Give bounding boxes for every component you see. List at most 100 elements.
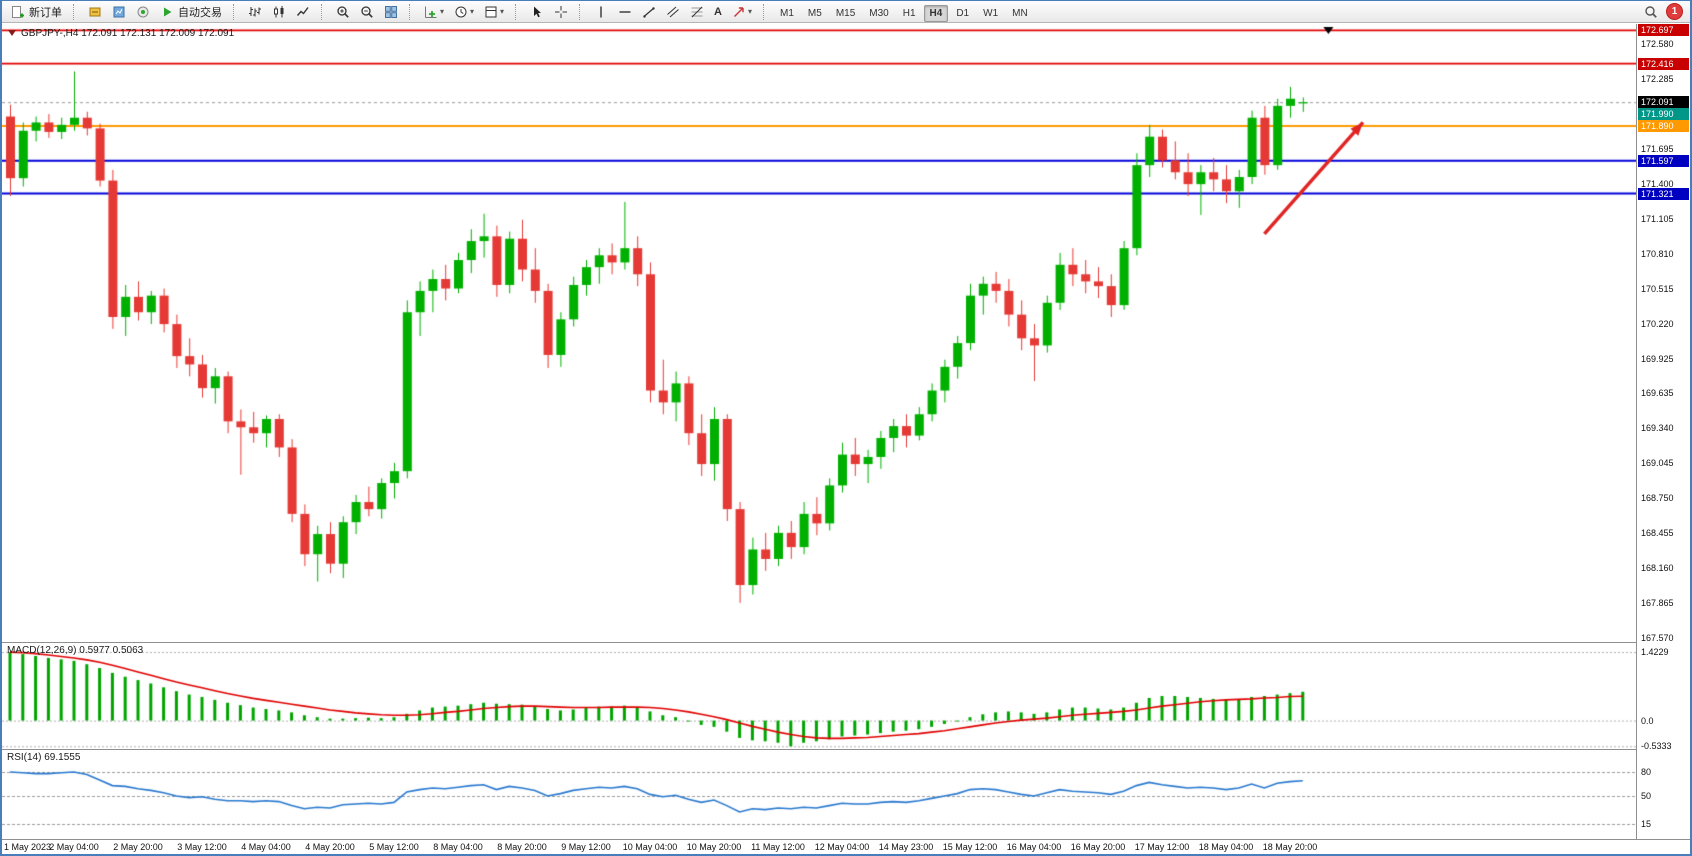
price-tick: 168.455 <box>1641 528 1674 539</box>
metaeditor-button[interactable] <box>84 1 106 23</box>
tile-windows-button[interactable] <box>380 1 402 23</box>
rsi-label: RSI(14) 69.1555 <box>7 752 80 763</box>
search-button[interactable] <box>1640 1 1662 23</box>
vertical-line-button[interactable] <box>590 1 612 23</box>
zoom-in-button[interactable] <box>332 1 354 23</box>
timeframe-m5[interactable]: M5 <box>807 7 822 19</box>
time-axis-label: 11 May 12:00 <box>751 842 805 852</box>
market-watch-button[interactable] <box>108 1 130 23</box>
zoom-out-icon <box>360 5 374 19</box>
time-axis[interactable]: 1 May 2023 2 May 04:00 2 May 20:00 3 May 12… <box>2 840 1690 854</box>
panel-separator <box>2 839 1690 840</box>
cursor-icon <box>530 5 544 19</box>
templates-icon <box>484 5 498 19</box>
time-axis-label: 8 May 04:00 <box>433 842 483 852</box>
price-tick: 172.285 <box>1641 74 1674 85</box>
price-tick: 169.635 <box>1641 388 1674 399</box>
candlestick-chart-button[interactable] <box>268 1 290 23</box>
bar-chart-button[interactable] <box>244 1 266 23</box>
toolbar-separator <box>409 3 415 20</box>
time-axis-label: 2 May 04:00 <box>49 842 99 852</box>
macd-tick: 1.4229 <box>1641 647 1669 657</box>
candlestick-chart-icon <box>272 5 286 19</box>
time-axis-label: 1 May 2023 <box>4 842 52 852</box>
price-tick: 170.220 <box>1641 319 1674 330</box>
price-scale[interactable]: 172.580 172.285 171.990 171.695 171.400 171.1… <box>1636 24 1690 839</box>
current-price-tag: 172.091 <box>1638 96 1689 109</box>
timeframe-m1[interactable]: M1 <box>780 7 794 19</box>
macd-signal-value: 0.5063 <box>112 645 144 656</box>
main-price-chart[interactable] <box>2 24 1636 642</box>
fibonacci-button[interactable] <box>686 1 708 23</box>
macd-tick: -0.5333 <box>1641 741 1672 752</box>
crosshair-button[interactable] <box>550 1 572 23</box>
periods-button[interactable]: ▾ <box>450 1 478 23</box>
rsi-value: 69.1555 <box>44 752 81 763</box>
trendline-button[interactable] <box>638 1 660 23</box>
macd-label: MACD(12,26,9) 0.5977 0.5063 <box>7 645 143 656</box>
time-axis-label: 16 May 20:00 <box>1070 842 1126 852</box>
time-axis-label: 10 May 04:00 <box>622 842 678 852</box>
price-tick: 168.160 <box>1641 563 1674 574</box>
timeframe-d1[interactable]: D1 <box>956 7 970 19</box>
metaeditor-icon <box>88 5 102 19</box>
text-tool-button[interactable]: A <box>710 1 726 23</box>
zoom-out-button[interactable] <box>356 1 378 23</box>
timeframe-m30[interactable]: M30 <box>869 7 889 19</box>
price-tick: 170.515 <box>1641 284 1674 295</box>
timeframe-mn[interactable]: MN <box>1012 7 1028 19</box>
arrow-tools-icon <box>732 5 746 19</box>
toolbar-separator <box>233 3 239 20</box>
notification-badge[interactable]: 1 <box>1666 3 1683 20</box>
search-icon <box>1644 5 1658 19</box>
zoom-in-icon <box>336 5 350 19</box>
rsi-tick: 50 <box>1641 791 1652 801</box>
hline-price-tag: 172.697 <box>1638 24 1689 37</box>
panel-separator[interactable] <box>2 749 1690 750</box>
clock-icon <box>454 5 468 19</box>
text-tool-icon: A <box>714 5 722 18</box>
timeframe-m15[interactable]: M15 <box>835 7 856 19</box>
market-watch-icon <box>112 5 126 19</box>
time-axis-label: 4 May 04:00 <box>241 842 291 852</box>
new-order-icon <box>11 5 25 19</box>
community-icon <box>136 5 150 19</box>
cursor-button[interactable] <box>526 1 548 23</box>
rsi-name: RSI(14) <box>7 752 42 763</box>
macd-indicator-chart[interactable] <box>2 643 1636 749</box>
price-tick: 169.045 <box>1641 458 1674 469</box>
time-axis-label: 2 May 20:00 <box>113 842 163 852</box>
rsi-tick: 15 <box>1641 819 1652 829</box>
price-tick: 171.695 <box>1641 144 1674 155</box>
toolbar-separator <box>321 3 327 20</box>
new-order-label: 新订单 <box>29 6 62 19</box>
timeframe-h1[interactable]: H1 <box>902 7 916 19</box>
time-axis-label: 16 May 04:00 <box>1006 842 1062 852</box>
time-axis-label: 5 May 12:00 <box>369 842 419 852</box>
timeframe-w1[interactable]: W1 <box>983 7 999 19</box>
hline-price-tag: 171.890 <box>1638 120 1689 132</box>
panel-separator[interactable] <box>2 642 1690 643</box>
autotrading-play-icon <box>160 5 174 19</box>
horizontal-line-icon <box>618 5 632 19</box>
indicators-button[interactable]: ▾ <box>420 1 448 23</box>
new-order-button[interactable]: 新订单 <box>7 1 66 23</box>
tile-windows-icon <box>384 5 398 19</box>
line-chart-button[interactable] <box>292 1 314 23</box>
templates-button[interactable]: ▾ <box>480 1 508 23</box>
vertical-line-icon <box>594 5 608 19</box>
price-tick: 169.925 <box>1641 354 1674 365</box>
horizontal-line-button[interactable] <box>614 1 636 23</box>
autotrading-button[interactable]: 自动交易 <box>156 1 226 23</box>
chart-symbol-icon <box>8 30 16 37</box>
arrow-tools-button[interactable]: ▾ <box>728 1 756 23</box>
rsi-indicator-chart[interactable] <box>2 750 1636 839</box>
price-tick: 172.580 <box>1641 39 1674 50</box>
price-tick: 171.105 <box>1641 214 1674 225</box>
price-tick: 169.340 <box>1641 423 1674 434</box>
channel-button[interactable] <box>662 1 684 23</box>
timeframe-h4[interactable]: H4 <box>923 4 949 22</box>
time-axis-label: 17 May 12:00 <box>1134 842 1190 852</box>
autotrading-label: 自动交易 <box>178 6 222 19</box>
community-button[interactable] <box>132 1 154 23</box>
